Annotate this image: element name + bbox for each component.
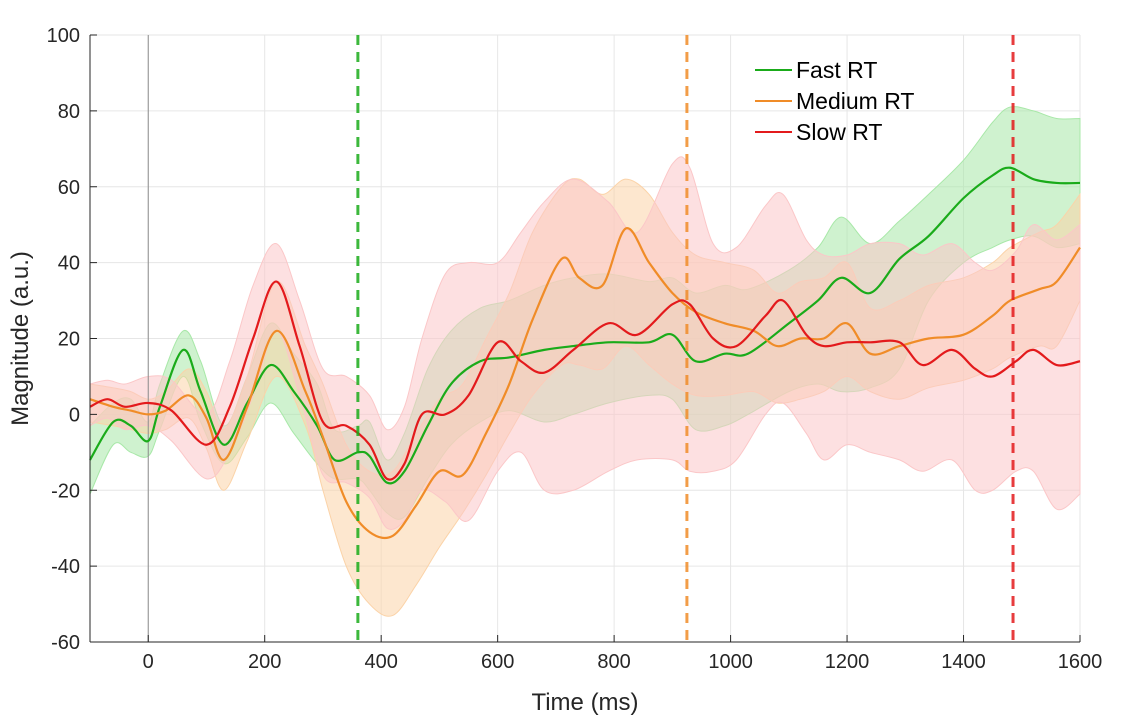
x-tick-label-1400: 1400: [941, 651, 986, 673]
legend-label-0: Fast RT: [796, 57, 877, 83]
x-tick-label-600: 600: [481, 651, 514, 673]
x-tick-label-1000: 1000: [708, 651, 753, 673]
axes: [89, 34, 1081, 643]
y-tick-label-40: 40: [58, 253, 80, 275]
y-tick-label--60: -60: [51, 632, 80, 654]
y-tick-label-0: 0: [69, 404, 80, 426]
legend-label-2: Slow RT: [796, 119, 883, 145]
x-tick-label-0: 0: [143, 651, 154, 673]
x-tick-label-800: 800: [597, 651, 630, 673]
y-tick-label-100: 100: [47, 25, 80, 47]
x-tick-label-1600: 1600: [1058, 651, 1103, 673]
series-lines: [89, 166, 1081, 540]
x-axis-label: Time (ms): [531, 689, 638, 716]
y-tick-label-80: 80: [58, 101, 80, 123]
y-tick-label-60: 60: [58, 177, 80, 199]
band-2: [89, 156, 1081, 530]
series-line-1: [89, 227, 1081, 540]
y-tick-label--40: -40: [51, 556, 80, 578]
series-line-0: [89, 166, 1081, 485]
x-tick-label-400: 400: [364, 651, 397, 673]
legend-label-1: Medium RT: [796, 88, 914, 114]
tick-labels: 0 200 400 600 800 1000 1200 1400 1600 -60 -40 -20 0 2…: [47, 25, 1103, 673]
legend: Fast RT Medium RT Slow RT: [755, 57, 914, 145]
series-line-2: [89, 280, 1081, 481]
y-tick-label-20: 20: [58, 329, 80, 351]
x-tick-label-200: 200: [248, 651, 281, 673]
y-tick-label--20: -20: [51, 480, 80, 502]
x-tick-label-1200: 1200: [825, 651, 870, 673]
y-axis-label: Magnitude (a.u.): [7, 251, 34, 426]
